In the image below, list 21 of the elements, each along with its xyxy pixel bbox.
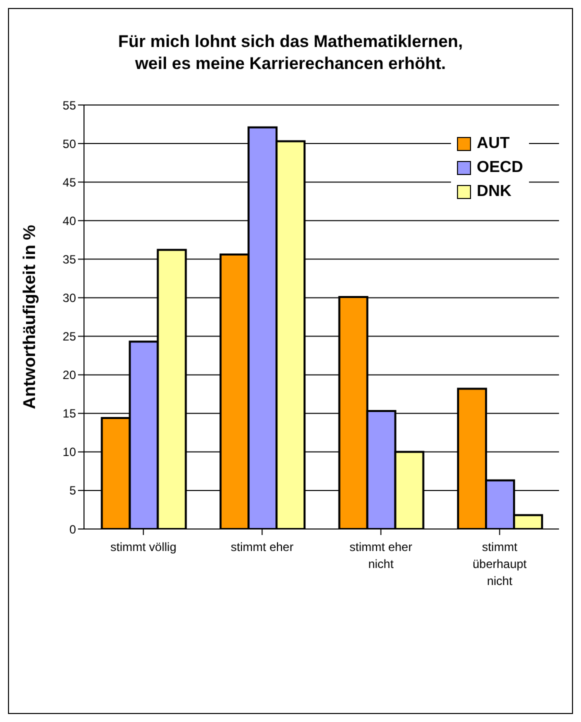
y-tick-label: 40	[62, 214, 76, 228]
legend-label: AUT	[476, 134, 511, 154]
y-tick-label: 15	[62, 406, 76, 421]
y-tick-label: 30	[62, 290, 76, 305]
y-tick-label: 5	[69, 484, 76, 498]
y-tick-label: 25	[62, 330, 76, 344]
y-tick-label: 20	[62, 368, 76, 382]
x-tick-label: stimmt eher nicht	[350, 540, 412, 571]
y-tick-label: 0	[69, 522, 76, 536]
chart-title: Für mich lohnt sich das Mathematiklernen, weil es meine Karrierechancen erhöht.	[117, 31, 464, 75]
legend-label: OECD	[476, 158, 523, 178]
y-tick-label: 55	[62, 98, 76, 112]
y-tick-label: 45	[62, 175, 76, 190]
y-tick-label: 10	[62, 445, 76, 460]
x-tick-label: stimmt eher	[230, 540, 294, 554]
x-tick-label: stimmt völlig	[110, 540, 176, 554]
y-tick-label: 50	[62, 136, 76, 151]
y-axis-title: Antworthäufigkeit in %	[20, 224, 40, 410]
x-tick-label: stimmt überhaupt nicht	[472, 540, 528, 588]
legend-label: DNK	[476, 182, 512, 202]
y-tick-label: 35	[62, 252, 76, 266]
